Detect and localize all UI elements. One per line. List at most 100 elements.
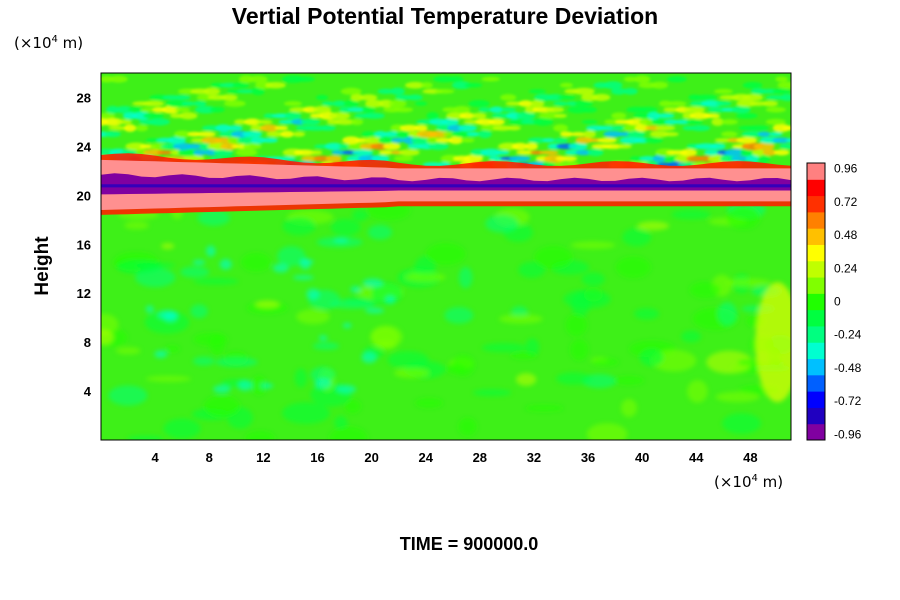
wave-patch: [194, 105, 217, 114]
plot-frame: [100, 72, 792, 441]
colorbar-swatch: [807, 293, 825, 311]
field-patch: [335, 384, 357, 394]
wave-patch: [161, 105, 180, 114]
wave-patch: [255, 119, 273, 124]
field-patch: [330, 219, 361, 236]
wave-patch: [780, 93, 791, 101]
wave-patch: [460, 138, 475, 143]
wave-patch: [690, 124, 711, 132]
field-patch: [563, 289, 611, 309]
y-unit-exponent: 4: [52, 34, 58, 45]
field-patch: [161, 243, 175, 250]
x-tick-label: 28: [473, 450, 487, 465]
wave-patch: [740, 148, 754, 157]
wave-patch: [108, 126, 129, 131]
wave-patch: [719, 154, 739, 163]
wave-patch: [674, 154, 691, 163]
field-patch: [306, 288, 320, 300]
wave-patch: [752, 148, 765, 157]
field-patch: [294, 368, 307, 388]
field-patch: [444, 307, 474, 324]
wave-patch: [611, 125, 627, 131]
wave-patch: [742, 93, 764, 101]
wave-patch: [542, 138, 556, 143]
wave-patch: [638, 118, 657, 126]
wave-patch: [266, 131, 285, 137]
wave-patch: [426, 112, 439, 120]
wave-patch: [553, 137, 569, 143]
wave-patch: [582, 106, 598, 113]
wave-patch: [663, 155, 679, 162]
wave-patch: [343, 100, 359, 108]
wave-patch: [280, 130, 294, 138]
x-unit-suffix: m): [758, 473, 783, 491]
wave-patch: [516, 150, 536, 155]
wave-patch: [775, 76, 788, 82]
wave-patch: [619, 136, 642, 144]
wave-patch: [181, 101, 195, 106]
field-patch: [622, 228, 652, 247]
wave-patch: [202, 87, 221, 96]
wave-patch: [393, 107, 414, 113]
wave-patch: [263, 113, 276, 119]
wave-patch: [232, 82, 250, 89]
wave-patch: [101, 112, 115, 119]
wave-patch: [623, 87, 638, 95]
field-patch: [458, 417, 477, 436]
wave-patch: [559, 82, 573, 88]
x-tick-label: 48: [743, 450, 757, 465]
field-patch: [193, 332, 228, 346]
wave-patch: [310, 150, 323, 155]
wave-patch: [762, 100, 778, 107]
wave-patch: [602, 143, 624, 149]
wave-patch: [703, 113, 721, 119]
field-patch: [581, 272, 605, 287]
wave-patch: [148, 118, 170, 126]
field-patch: [192, 259, 206, 265]
wave-patch: [278, 119, 296, 124]
wave-patch: [555, 156, 578, 162]
wave-patch: [347, 107, 367, 113]
wave-patch: [533, 118, 554, 126]
wave-patch: [757, 131, 771, 137]
wave-patch: [328, 112, 351, 120]
wave-patch: [451, 81, 472, 90]
wave-patch: [592, 93, 611, 102]
wave-patch: [516, 111, 536, 120]
wave-patch: [603, 81, 623, 90]
wave-patch: [539, 150, 559, 155]
wave-patch: [149, 94, 169, 101]
wave-patch: [528, 89, 547, 94]
wave-patch: [428, 142, 449, 151]
field-patch: [570, 241, 616, 249]
wave-patch: [478, 130, 492, 139]
wave-patch: [488, 156, 505, 161]
wave-patch: [378, 99, 394, 108]
wave-patch: [278, 156, 296, 161]
field-patch: [485, 214, 519, 233]
wave-patch: [667, 75, 687, 83]
wave-patch: [745, 154, 760, 163]
field-patch: [329, 426, 368, 440]
x-tick-label: 32: [527, 450, 541, 465]
wave-patch: [250, 136, 266, 144]
wave-patch: [495, 150, 510, 155]
x-unit-exponent: 4: [752, 473, 758, 484]
wave-patch: [210, 82, 224, 88]
field-patch: [352, 209, 368, 222]
field-patch: [260, 383, 274, 389]
field-patch: [394, 367, 430, 379]
wave-patch: [742, 81, 763, 89]
field-patch: [370, 325, 403, 349]
field-patch: [534, 246, 573, 270]
wave-patch: [618, 131, 631, 137]
wave-patch: [265, 81, 286, 89]
wave-patch: [560, 131, 573, 137]
wave-patch: [177, 148, 199, 157]
wave-patch: [399, 149, 420, 156]
field-patch: [190, 304, 208, 319]
wave-patch: [674, 119, 692, 125]
field-patch: [689, 281, 721, 299]
wave-patch: [420, 82, 433, 89]
wave-patch: [500, 107, 516, 112]
